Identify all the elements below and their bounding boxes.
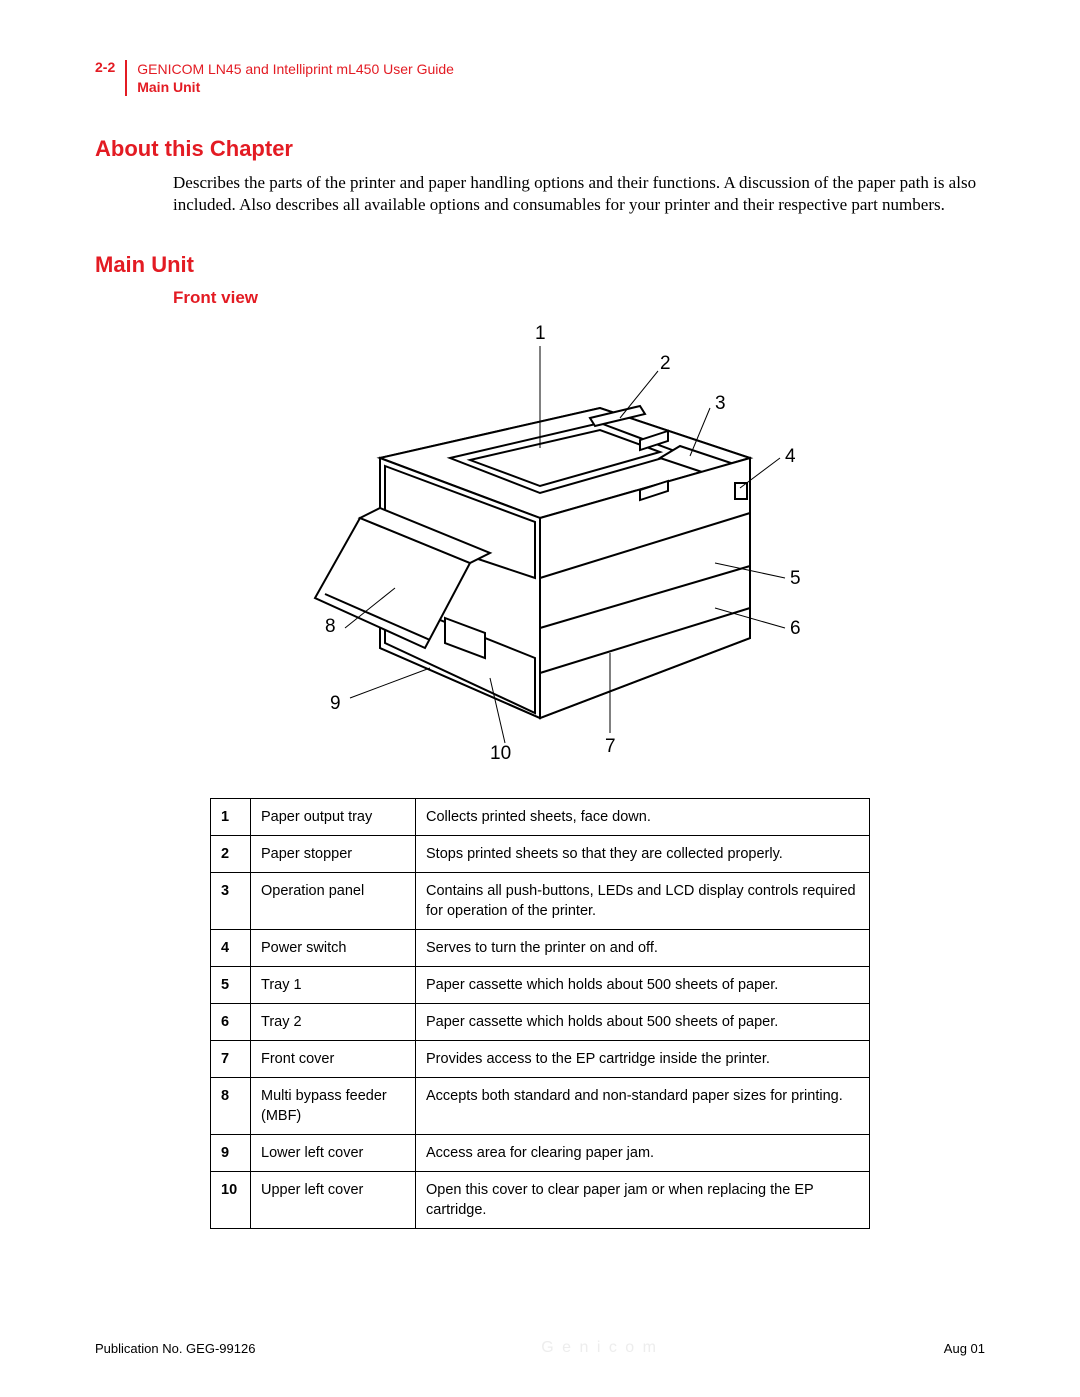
part-name: Power switch <box>251 930 416 967</box>
part-name: Paper stopper <box>251 836 416 873</box>
footer-watermark: G e n i c o m <box>541 1339 658 1357</box>
callout-4: 4 <box>785 446 796 468</box>
part-name: Operation panel <box>251 873 416 930</box>
callout-6: 6 <box>790 618 801 640</box>
part-name: Tray 1 <box>251 967 416 1004</box>
part-name: Tray 2 <box>251 1004 416 1041</box>
callout-8: 8 <box>325 616 336 638</box>
part-name: Upper left cover <box>251 1172 416 1229</box>
callout-7: 7 <box>605 736 616 758</box>
part-number: 5 <box>211 967 251 1004</box>
table-row: 9Lower left coverAccess area for clearin… <box>211 1135 870 1172</box>
part-desc: Accepts both standard and non-standard p… <box>416 1078 870 1135</box>
publication-number: Publication No. GEG-99126 <box>95 1341 255 1356</box>
table-row: 4Power switchServes to turn the printer … <box>211 930 870 967</box>
table-row: 7Front coverProvides access to the EP ca… <box>211 1041 870 1078</box>
part-name: Lower left cover <box>251 1135 416 1172</box>
part-name: Paper output tray <box>251 799 416 836</box>
callout-5: 5 <box>790 568 801 590</box>
callout-3: 3 <box>715 393 726 415</box>
callout-10: 10 <box>490 743 511 765</box>
doc-subtitle: Main Unit <box>137 78 454 96</box>
part-number: 4 <box>211 930 251 967</box>
callout-2: 2 <box>660 353 671 375</box>
part-name: Multi bypass feeder (MBF) <box>251 1078 416 1135</box>
about-body: Describes the parts of the printer and p… <box>173 172 985 216</box>
part-desc: Access area for clearing paper jam. <box>416 1135 870 1172</box>
table-row: 3Operation panelContains all push-button… <box>211 873 870 930</box>
table-row: 10Upper left coverOpen this cover to cle… <box>211 1172 870 1229</box>
part-desc: Paper cassette which holds about 500 she… <box>416 967 870 1004</box>
printer-diagram: 1 2 3 4 5 6 7 8 9 10 <box>240 318 840 768</box>
part-number: 6 <box>211 1004 251 1041</box>
part-number: 8 <box>211 1078 251 1135</box>
part-number: 9 <box>211 1135 251 1172</box>
table-row: 1Paper output trayCollects printed sheet… <box>211 799 870 836</box>
part-desc: Serves to turn the printer on and off. <box>416 930 870 967</box>
part-desc: Collects printed sheets, face down. <box>416 799 870 836</box>
parts-table: 1Paper output trayCollects printed sheet… <box>210 798 870 1229</box>
table-row: 8Multi bypass feeder (MBF)Accepts both s… <box>211 1078 870 1135</box>
part-number: 10 <box>211 1172 251 1229</box>
table-row: 2Paper stopperStops printed sheets so th… <box>211 836 870 873</box>
page-header: 2-2 GENICOM LN45 and Intelliprint mL450 … <box>95 60 985 96</box>
part-number: 7 <box>211 1041 251 1078</box>
table-row: 6Tray 2Paper cassette which holds about … <box>211 1004 870 1041</box>
part-desc: Contains all push-buttons, LEDs and LCD … <box>416 873 870 930</box>
page-footer: Publication No. GEG-99126 G e n i c o m … <box>95 1339 985 1357</box>
part-number: 2 <box>211 836 251 873</box>
part-number: 3 <box>211 873 251 930</box>
part-number: 1 <box>211 799 251 836</box>
part-desc: Stops printed sheets so that they are co… <box>416 836 870 873</box>
part-desc: Paper cassette which holds about 500 she… <box>416 1004 870 1041</box>
part-desc: Open this cover to clear paper jam or wh… <box>416 1172 870 1229</box>
page-number: 2-2 <box>95 60 127 96</box>
callout-1: 1 <box>535 323 546 345</box>
main-unit-heading: Main Unit <box>95 252 985 278</box>
doc-title: GENICOM LN45 and Intelliprint mL450 User… <box>137 60 454 78</box>
callout-9: 9 <box>330 693 341 715</box>
part-desc: Provides access to the EP cartridge insi… <box>416 1041 870 1078</box>
about-heading: About this Chapter <box>95 136 985 162</box>
footer-date: Aug 01 <box>944 1341 985 1356</box>
front-view-heading: Front view <box>173 288 985 308</box>
part-name: Front cover <box>251 1041 416 1078</box>
header-text-block: GENICOM LN45 and Intelliprint mL450 User… <box>127 60 454 96</box>
table-row: 5Tray 1Paper cassette which holds about … <box>211 967 870 1004</box>
